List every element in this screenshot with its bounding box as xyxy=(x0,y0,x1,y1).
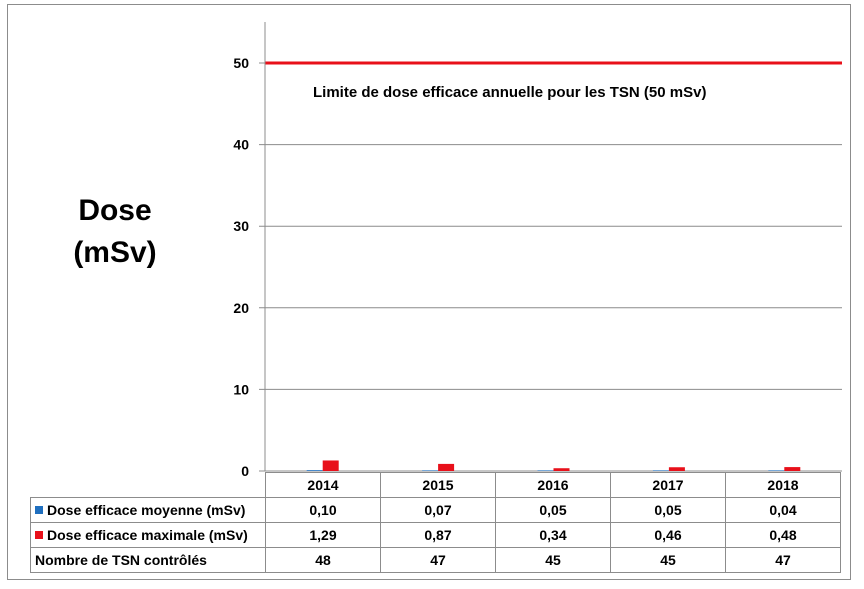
bar-mean xyxy=(652,470,669,471)
reference-line-label: Limite de dose efficace annuelle pour le… xyxy=(313,84,706,101)
bar-mean xyxy=(768,470,785,471)
table-row-mean: Dose efficace moyenne (mSv) 0,10 0,07 0,… xyxy=(30,497,841,523)
y-tick-label: 50 xyxy=(233,55,249,71)
bar-max xyxy=(668,467,685,471)
table-header-row: 2014 2015 2016 2017 2018 xyxy=(30,472,841,498)
bars xyxy=(306,460,801,471)
bar-mean xyxy=(422,470,439,471)
y-tick-label: 30 xyxy=(233,218,249,234)
data-label: 1,29 xyxy=(265,522,381,548)
legend-label: Dose efficace maximale (mSv) xyxy=(47,527,248,543)
data-label: 0,87 xyxy=(380,522,496,548)
legend-swatch-red xyxy=(35,531,43,539)
table-row-count: Nombre de TSN contrôlés 48 47 45 45 47 xyxy=(30,547,841,573)
category-label: 2014 xyxy=(265,472,381,498)
y-axis-title: Dose (mSv) xyxy=(40,190,190,274)
category-label: 2018 xyxy=(725,472,841,498)
data-label: 0,48 xyxy=(725,522,841,548)
y-tick-label: 20 xyxy=(233,300,249,316)
data-label: 0,05 xyxy=(610,497,726,523)
legend-label: Dose efficace moyenne (mSv) xyxy=(47,502,246,518)
category-label: 2016 xyxy=(495,472,611,498)
data-label: 0,10 xyxy=(265,497,381,523)
data-label: 0,46 xyxy=(610,522,726,548)
count-value: 48 xyxy=(265,547,381,573)
bar-mean xyxy=(306,470,323,471)
table-row-max: Dose efficace maximale (mSv) 1,29 0,87 0… xyxy=(30,522,841,548)
count-value: 45 xyxy=(495,547,611,573)
y-tick-label: 10 xyxy=(233,381,249,397)
data-label: 0,04 xyxy=(725,497,841,523)
bar-max xyxy=(784,467,801,471)
bar-max xyxy=(553,468,570,471)
bar-max xyxy=(322,460,339,471)
category-label: 2017 xyxy=(610,472,726,498)
row-label-count: Nombre de TSN contrôlés xyxy=(30,547,266,573)
data-label: 0,07 xyxy=(380,497,496,523)
table-corner xyxy=(30,472,266,498)
count-value: 47 xyxy=(380,547,496,573)
data-label: 0,34 xyxy=(495,522,611,548)
bar-max xyxy=(438,463,455,471)
y-tick-labels: 0 10 20 30 40 50 xyxy=(233,55,249,479)
data-label: 0,05 xyxy=(495,497,611,523)
bar-mean xyxy=(537,470,554,471)
y-tick-label: 0 xyxy=(241,463,249,479)
y-tick-label: 40 xyxy=(233,137,249,153)
gridlines xyxy=(259,62,842,472)
category-label: 2015 xyxy=(380,472,496,498)
data-table: 2014 2015 2016 2017 2018 Dose efficace m… xyxy=(30,472,841,573)
legend-entry-max: Dose efficace maximale (mSv) xyxy=(30,522,266,548)
count-value: 45 xyxy=(610,547,726,573)
count-value: 47 xyxy=(725,547,841,573)
legend-swatch-blue xyxy=(35,506,43,514)
legend-entry-mean: Dose efficace moyenne (mSv) xyxy=(30,497,266,523)
y-axis-title-line2: (mSv) xyxy=(73,236,157,269)
y-axis-title-line1: Dose xyxy=(78,194,152,227)
